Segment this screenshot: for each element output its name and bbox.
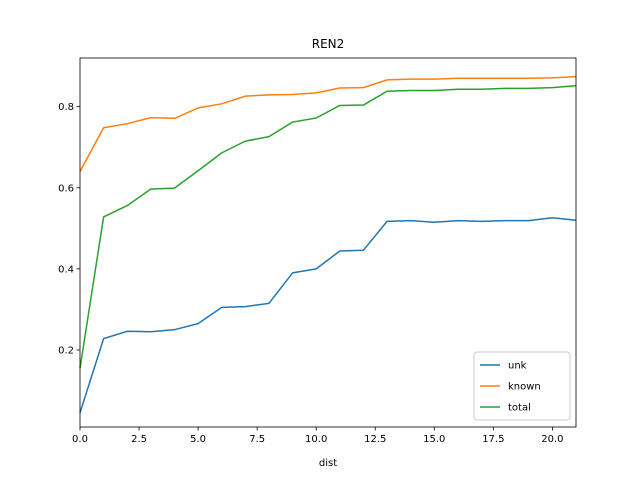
x-tick-label: 15.0 (423, 434, 445, 445)
plot-area-frame (79, 57, 577, 428)
legend-label-unk: unk (508, 361, 527, 372)
chart-title: REN2 (312, 37, 345, 51)
legend-label-known: known (508, 382, 541, 393)
legend-label-total: total (508, 403, 531, 414)
x-axis-label: dist (319, 458, 337, 469)
x-tick-label: 2.5 (131, 434, 147, 445)
y-tick-label: 0.8 (58, 102, 74, 113)
x-tick-label: 12.5 (364, 434, 386, 445)
x-tick-label: 0.0 (72, 434, 88, 445)
legend-box (473, 351, 571, 421)
x-tick-label: 17.5 (482, 434, 504, 445)
y-axis-ticks: 0.2 0.4 0.6 0.8 (58, 102, 80, 356)
x-tick-label: 20.0 (541, 434, 563, 445)
y-tick-label: 0.2 (58, 345, 74, 356)
series-line-total (79, 84, 577, 369)
series-line-known (79, 75, 577, 172)
x-axis-ticks: 0.0 2.5 5.0 7.5 10.0 12.5 15.0 17.5 20.0 (72, 427, 564, 445)
x-tick-label: 7.5 (249, 434, 265, 445)
legend: unk known total (473, 351, 571, 421)
x-tick-label: 10.0 (305, 434, 327, 445)
x-tick-label: 5.0 (190, 434, 206, 445)
series-layer (79, 75, 577, 414)
series-line-unk (79, 217, 577, 414)
axis-layer (79, 57, 577, 428)
y-tick-label: 0.4 (58, 264, 74, 275)
y-tick-label: 0.6 (58, 183, 74, 194)
